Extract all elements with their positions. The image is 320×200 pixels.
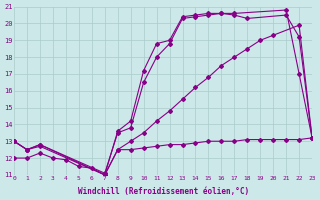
X-axis label: Windchill (Refroidissement éolien,°C): Windchill (Refroidissement éolien,°C) (77, 187, 249, 196)
